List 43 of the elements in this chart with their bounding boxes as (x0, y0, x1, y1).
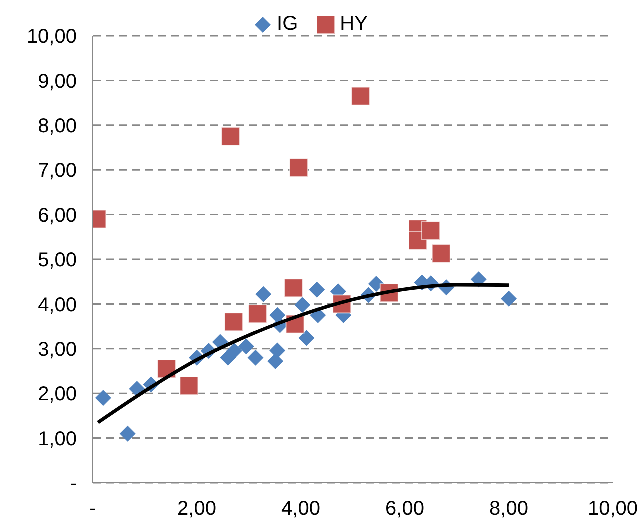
line-series (96, 283, 511, 424)
y-tick-label: 4,00 (38, 294, 77, 316)
legend-label: HY (339, 13, 368, 36)
x-tick-label: 2,00 (178, 498, 216, 520)
y-tick-label: 9,00 (38, 70, 77, 93)
y-tick-label: 3,00 (38, 339, 77, 361)
x-tick-label: 10,00 (588, 498, 638, 520)
point (248, 304, 268, 324)
point (129, 381, 146, 398)
point (501, 290, 517, 307)
x-tick-label: - (90, 498, 96, 520)
point (351, 86, 370, 106)
y-tick-label: 1,00 (38, 428, 77, 450)
point (294, 297, 311, 314)
point (284, 278, 304, 298)
y-tick-label: 2,00 (38, 384, 77, 406)
point (120, 426, 136, 442)
point (368, 276, 384, 292)
point (256, 286, 272, 302)
point (309, 282, 326, 298)
point (224, 312, 244, 332)
point (422, 221, 440, 240)
x-tick-label: 4,00 (282, 498, 320, 520)
point (95, 390, 112, 406)
x-tick-label: 6,00 (386, 498, 424, 520)
y-tick-label: 7,00 (38, 160, 77, 182)
legend-label: IG (276, 13, 298, 36)
y-tick-label: - (70, 473, 77, 496)
point (268, 353, 284, 370)
point (221, 127, 240, 146)
x-tick-label: 8,00 (490, 498, 528, 520)
point (248, 350, 264, 366)
point (432, 244, 451, 264)
point (226, 343, 242, 360)
point (238, 338, 254, 355)
point (270, 342, 286, 359)
y-tick-label: 5,00 (38, 250, 77, 272)
point (298, 330, 315, 346)
y-tick-label: 6,00 (38, 204, 77, 227)
point (289, 158, 308, 178)
point (180, 376, 199, 396)
y-tick-label: 10,00 (26, 26, 77, 48)
y-tick-label: 8,00 (38, 116, 77, 138)
